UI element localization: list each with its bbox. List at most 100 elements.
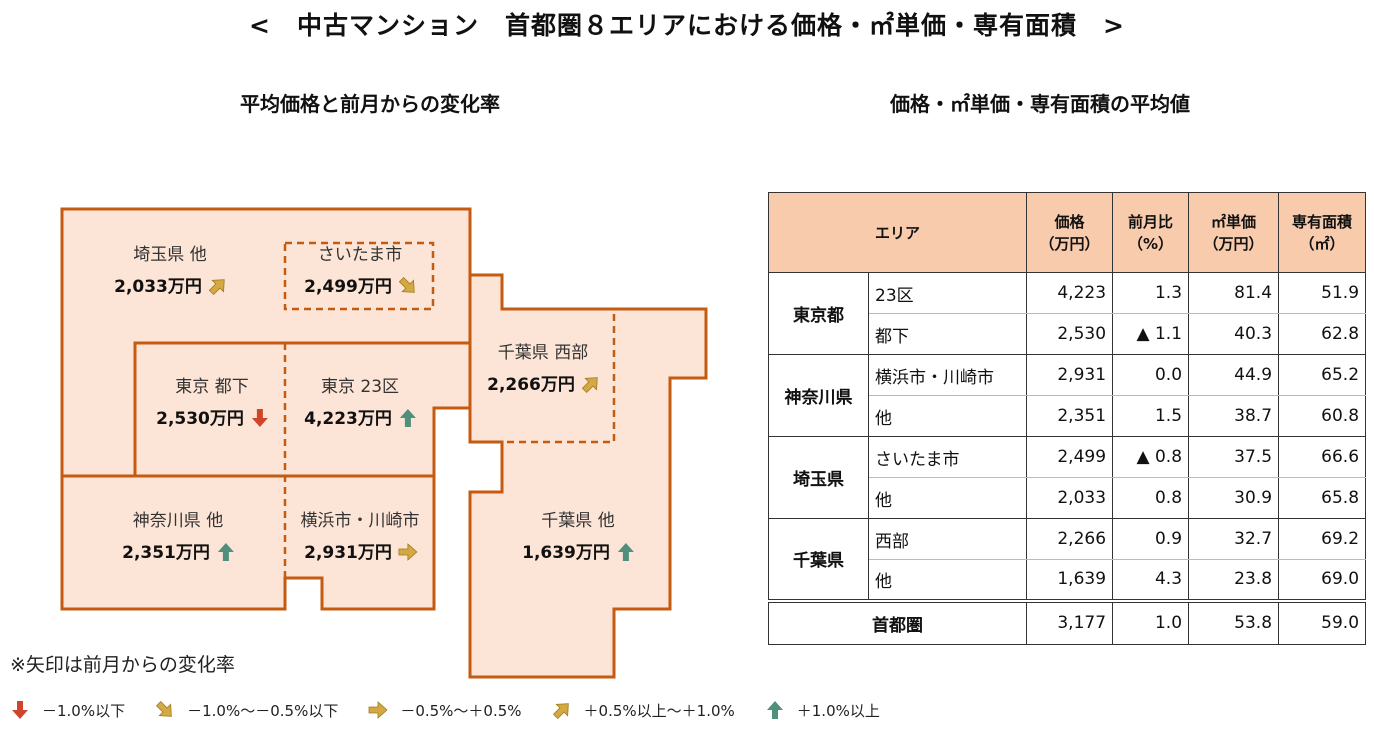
header-change: 前月比 （%） xyxy=(1112,192,1190,273)
table-row: 埼玉県 さいたま市 2,499 ▲ 0.8 37.5 66.6 xyxy=(768,436,1367,519)
region-label: 横浜市・川崎市 xyxy=(301,511,420,531)
change-cell: ▲ 1.1 xyxy=(1112,313,1190,355)
arrow-note: ※矢印は前月からの変化率 xyxy=(10,654,235,676)
arrow-right-icon xyxy=(368,701,388,719)
unit-price-cell: 53.8 xyxy=(1188,598,1280,645)
table-row: 他 1,639 4.3 23.8 69.0 xyxy=(769,559,1367,601)
unit-price-cell: 81.4 xyxy=(1188,272,1280,314)
unit-price-cell: 38.7 xyxy=(1188,395,1280,437)
header-unit-price: ㎡単価 （万円） xyxy=(1188,192,1280,273)
arrow-up-icon xyxy=(617,543,634,561)
area-size-cell: 65.2 xyxy=(1278,354,1367,396)
header-area-size: 専有面積 （㎡） xyxy=(1278,192,1367,273)
change-cell: 0.9 xyxy=(1112,518,1190,560)
header-price: 価格 （万円） xyxy=(1026,192,1114,273)
price-cell: 2,530 xyxy=(1026,313,1114,355)
sub-area: 他 xyxy=(867,559,1028,601)
table-row: 他 2,351 1.5 38.7 60.8 xyxy=(769,395,1367,437)
sub-area: 他 xyxy=(867,477,1028,519)
legend-label: －1.0%～－0.5%以下 xyxy=(187,701,339,720)
area-group-name: 埼玉県 xyxy=(768,436,869,519)
header-area: エリア xyxy=(767,192,1028,273)
table-row: 千葉県 西部 2,266 0.9 32.7 69.2 xyxy=(768,518,1367,601)
legend-item: －0.5%～＋0.5% xyxy=(366,698,522,722)
price-cell: 1,639 xyxy=(1026,559,1114,601)
arrow-up-icon xyxy=(399,409,416,427)
legend-label: ＋1.0%以上 xyxy=(796,701,880,720)
arrow-down-right-icon xyxy=(398,276,415,293)
region-price: 4,223万円 xyxy=(304,409,392,429)
region-price: 2,931万円 xyxy=(304,543,392,563)
arrow-down-icon xyxy=(251,409,268,427)
table-total-row: 首都圏 3,177 1.0 53.8 59.0 xyxy=(767,598,1367,645)
area-size-cell: 62.8 xyxy=(1278,313,1367,355)
area-size-cell: 65.8 xyxy=(1278,477,1367,519)
region-marker: 神奈川県 他 2,351万円 xyxy=(122,511,234,563)
arrow-up-icon xyxy=(217,543,234,561)
kanagawa-region xyxy=(60,474,436,611)
legend-item: －1.0%～－0.5%以下 xyxy=(153,698,338,722)
change-cell: 4.3 xyxy=(1112,559,1190,601)
legend-item: ＋0.5%以上～＋1.0% xyxy=(550,698,735,722)
chiba-region xyxy=(468,273,708,679)
region-marker: さいたま市 2,499万円 xyxy=(304,245,415,297)
region-price: 1,639万円 xyxy=(522,543,610,563)
arrow-legend: －1.0%以下 －1.0%～－0.5%以下 －0.5%～＋0.5% ＋0.5%以上～＋… xyxy=(8,696,908,724)
arrow-right-icon xyxy=(398,543,418,561)
price-cell: 4,223 xyxy=(1026,272,1114,314)
region-marker: 千葉県 他 1,639万円 xyxy=(522,511,634,563)
legend-item: －1.0%以下 xyxy=(8,698,125,722)
area-size-cell: 59.0 xyxy=(1278,598,1367,645)
unit-price-cell: 32.7 xyxy=(1188,518,1280,560)
region-marker: 横浜市・川崎市 2,931万円 xyxy=(301,511,420,563)
legend-label: －1.0%以下 xyxy=(42,701,126,720)
region-marker: 東京 23区 4,223万円 xyxy=(304,377,416,429)
table-header-row: エリア 価格 （万円） 前月比 （%） ㎡単価 （万円） 専有面積 （㎡） xyxy=(767,192,1367,273)
arrow-down-right-icon xyxy=(156,700,172,717)
change-cell: 1.5 xyxy=(1112,395,1190,437)
price-cell: 2,033 xyxy=(1026,477,1114,519)
sub-area: 西部 xyxy=(867,518,1028,560)
region-label: 埼玉県 他 xyxy=(133,245,206,265)
sub-area: 都下 xyxy=(867,313,1028,355)
area-size-cell: 69.2 xyxy=(1278,518,1367,560)
saitama-city-boundary xyxy=(283,241,435,311)
unit-price-cell: 37.5 xyxy=(1188,436,1280,478)
price-cell: 2,266 xyxy=(1026,518,1114,560)
legend-label: －0.5%～＋0.5% xyxy=(400,701,522,720)
map-title: 平均価格と前月からの変化率 xyxy=(240,92,500,116)
region-marker: 千葉県 西部 2,266万円 xyxy=(487,343,598,395)
region-label: 神奈川県 他 xyxy=(133,511,223,531)
price-cell: 2,499 xyxy=(1026,436,1114,478)
arrow-up-icon xyxy=(766,701,783,719)
area-size-cell: 69.0 xyxy=(1278,559,1367,601)
region-label: 東京 23区 xyxy=(321,377,399,397)
arrow-up-right-icon xyxy=(581,377,598,394)
region-marker: 埼玉県 他 2,033万円 xyxy=(114,245,225,297)
change-cell: 1.0 xyxy=(1112,598,1190,645)
unit-price-cell: 44.9 xyxy=(1188,354,1280,396)
price-cell: 3,177 xyxy=(1026,598,1114,645)
region-price: 2,033万円 xyxy=(114,277,202,297)
legend-label: ＋0.5%以上～＋1.0% xyxy=(583,701,735,720)
table-row: 都下 2,530 ▲ 1.1 40.3 62.8 xyxy=(769,313,1367,355)
change-cell: 0.8 xyxy=(1112,477,1190,519)
region-label: 千葉県 他 xyxy=(541,511,614,531)
change-cell: 0.0 xyxy=(1112,354,1190,396)
unit-price-cell: 40.3 xyxy=(1188,313,1280,355)
area-size-cell: 66.6 xyxy=(1278,436,1367,478)
region-label: さいたま市 xyxy=(318,245,403,265)
region-price: 2,351万円 xyxy=(122,543,210,563)
arrow-down-icon xyxy=(12,701,28,719)
table-row: 東京都 23区 4,223 1.3 81.4 51.9 xyxy=(768,272,1367,355)
region-price: 2,266万円 xyxy=(487,375,575,395)
arrow-up-right-icon xyxy=(552,703,569,720)
region-price: 2,499万円 xyxy=(304,277,392,297)
sub-area: 23区 xyxy=(867,272,1028,314)
sub-area: 横浜市・川崎市 xyxy=(867,354,1028,396)
sub-area: 他 xyxy=(867,395,1028,437)
region-label: 東京 都下 xyxy=(175,377,248,397)
chiba-west-boundary xyxy=(470,314,616,444)
change-cell: 1.3 xyxy=(1112,272,1190,314)
